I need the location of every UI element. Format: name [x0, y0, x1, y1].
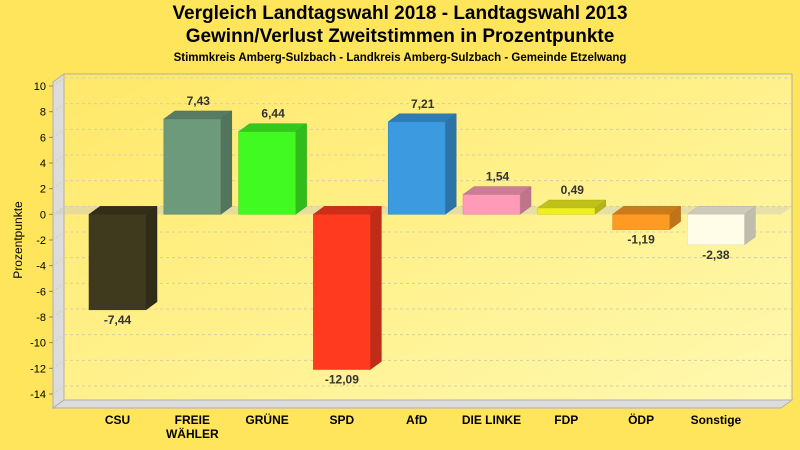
bar-die-linke — [462, 186, 532, 215]
bar-ödp — [611, 205, 682, 231]
bar-freie-wähler — [163, 110, 233, 215]
y-tick-label: 0 — [40, 209, 46, 221]
bar-fdp — [537, 199, 607, 215]
category-label: GRÜNE — [245, 412, 288, 427]
bar — [238, 131, 296, 215]
bar-grüne — [237, 123, 308, 215]
y-tick-label: 2 — [40, 184, 46, 196]
category-label: SPD — [330, 413, 355, 427]
bar-side — [220, 110, 233, 215]
bar — [537, 207, 596, 215]
category-label: ÖDP — [628, 412, 654, 427]
chart-region-subtitle: Stimmkreis Amberg-Sulzbach - Landkreis A… — [173, 52, 627, 64]
y-tick-label: -8 — [36, 312, 46, 324]
bar-top — [163, 110, 233, 120]
bar-top — [312, 206, 383, 215]
bar-top — [387, 113, 457, 123]
category-label: WÄHLER — [166, 426, 219, 441]
value-label: 0,49 — [561, 183, 585, 197]
bar-top — [537, 199, 607, 209]
plot-floor — [51, 399, 794, 409]
category-label: Sonstige — [691, 413, 742, 427]
value-label: 7,21 — [411, 97, 435, 111]
bar-csu — [88, 205, 158, 311]
category-label: DIE LINKE — [462, 413, 521, 427]
bar-top — [611, 206, 682, 215]
bar-top — [686, 206, 757, 215]
category-label: FREIE — [175, 413, 210, 427]
value-label: -7,44 — [104, 313, 132, 327]
y-tick-label: 8 — [40, 107, 46, 119]
bar-top — [237, 123, 308, 132]
value-label: -2,38 — [702, 248, 730, 262]
bar — [462, 194, 521, 215]
value-label: -1,19 — [627, 233, 655, 247]
value-label: 7,43 — [187, 94, 211, 108]
y-tick-label: 6 — [40, 132, 46, 144]
bar-side — [295, 123, 307, 215]
value-label: -12,09 — [325, 372, 359, 386]
bar-side — [370, 205, 382, 370]
category-label: FDP — [554, 413, 578, 427]
y-tick-label: -12 — [30, 363, 46, 375]
bar — [88, 214, 147, 311]
value-label: 6,44 — [261, 107, 285, 121]
y-tick-label: -10 — [30, 338, 46, 350]
bar-sonstige — [686, 205, 757, 246]
y-tick-label: 4 — [40, 158, 46, 170]
bar-spd — [312, 205, 383, 370]
bar — [612, 214, 670, 230]
y-axis-label: Prozentpunkte — [11, 201, 25, 279]
category-label: AfD — [406, 413, 428, 427]
y-tick-label: -2 — [36, 235, 46, 247]
y-tick-label: 10 — [34, 81, 46, 93]
bar — [687, 214, 745, 246]
bar-top — [462, 186, 532, 195]
chart-title: Vergleich Landtagswahl 2018 - Landtagswa… — [172, 3, 628, 24]
bar — [163, 118, 222, 215]
bar-side — [145, 205, 158, 311]
y-tick-label: -14 — [30, 389, 46, 401]
bar-top — [88, 206, 158, 215]
bar — [313, 214, 371, 370]
y-tick-label: -4 — [36, 261, 46, 273]
category-label: CSU — [105, 413, 130, 427]
plot-side-wall — [52, 73, 65, 409]
chart-subtitle: Gewinn/Verlust Zweitstimmen in Prozentpu… — [185, 26, 615, 47]
bar — [387, 121, 446, 215]
y-tick-label: -6 — [36, 286, 46, 298]
value-label: 1,54 — [486, 170, 510, 184]
bar-side — [444, 113, 457, 215]
bar-afd — [387, 113, 457, 215]
